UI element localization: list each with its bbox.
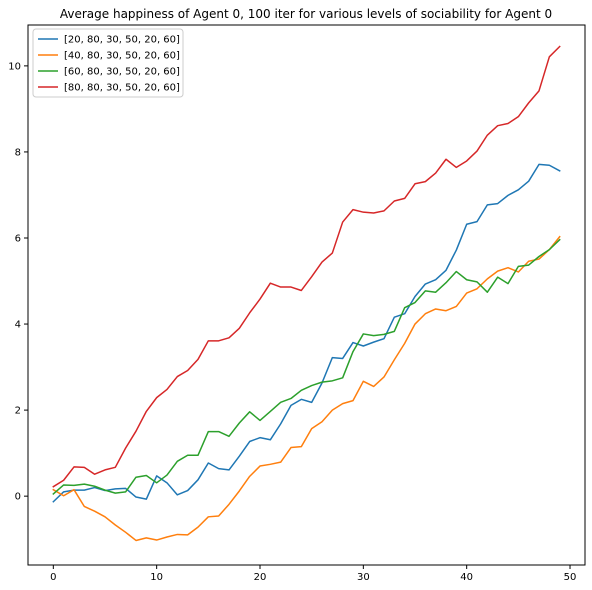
series-line-4	[52, 45, 561, 488]
series-layer	[52, 45, 561, 542]
series-line-1	[52, 163, 561, 503]
y-tick-label-1: 2	[15, 406, 21, 417]
y-tick-label-5: 10	[8, 61, 21, 72]
x-tick-label-3: 30	[357, 572, 370, 583]
legend-box	[32, 28, 184, 98]
series-line-3	[52, 238, 561, 496]
y-tick-label-0: 0	[15, 492, 21, 503]
plot-area	[28, 25, 585, 565]
series-line-2	[52, 235, 561, 542]
x-tick-label-2: 20	[254, 572, 267, 583]
y-tick-label-4: 8	[15, 147, 21, 158]
legend-label-1: [20, 80, 30, 50, 20, 60]	[64, 35, 180, 46]
chart-title: Average happiness of Agent 0, 100 iter f…	[60, 7, 552, 21]
x-tick-label-5: 50	[564, 572, 577, 583]
y-tick-label-3: 6	[15, 233, 21, 244]
legend-label-4: [80, 80, 30, 50, 20, 60]	[64, 83, 180, 94]
legend-label-2: [40, 80, 30, 50, 20, 60]	[64, 51, 180, 62]
axis-layer: 0 10 20 30 40 50 0 2 4 6 8 10	[8, 61, 576, 583]
x-tick-label-4: 40	[460, 572, 473, 583]
x-tick-label-0: 0	[50, 572, 56, 583]
plot-frame	[27, 24, 586, 566]
legend: [20, 80, 30, 50, 20, 60] [40, 80, 30, 50,…	[32, 28, 184, 98]
x-tick-label-1: 10	[150, 572, 163, 583]
legend-label-3: [60, 80, 30, 50, 20, 60]	[64, 67, 180, 78]
y-tick-label-2: 4	[15, 320, 21, 331]
